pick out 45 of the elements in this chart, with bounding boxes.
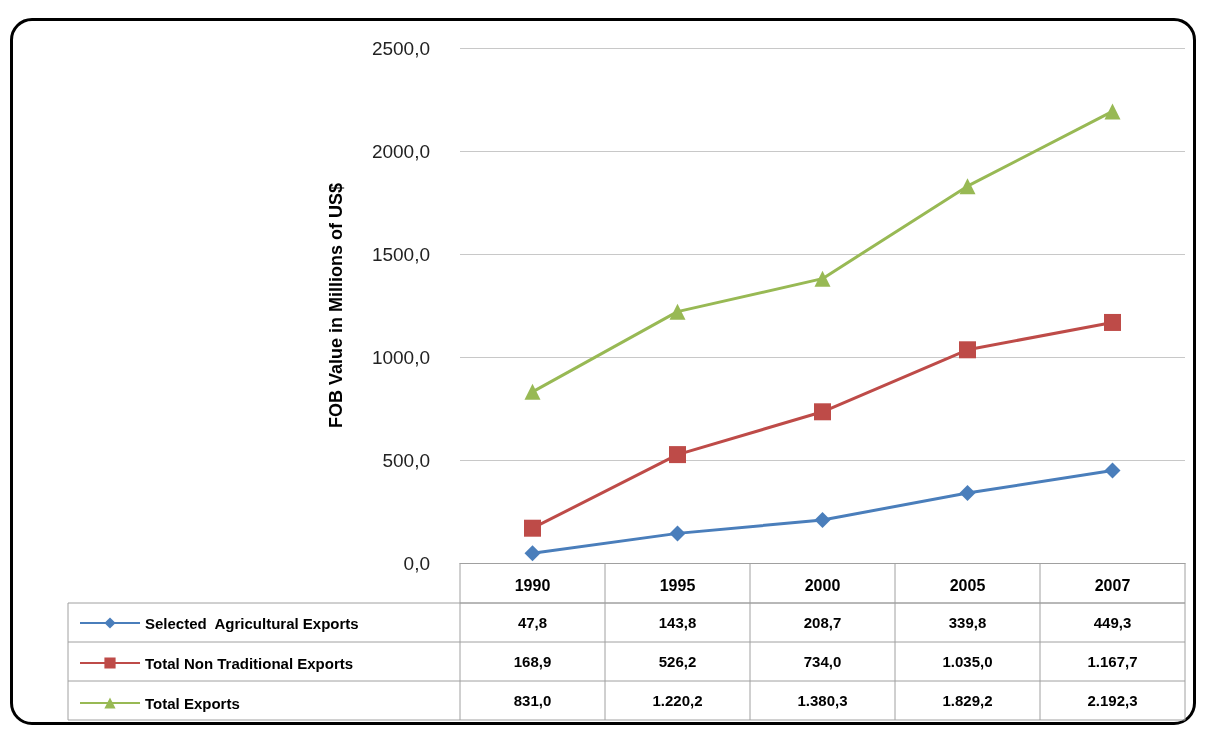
point [1104, 103, 1121, 120]
data-label: 47,8 [517, 614, 548, 631]
y-axis-title: FOB Value in Millions of US$ [326, 182, 346, 429]
y-tick-label: 0,0 [403, 552, 430, 574]
point [959, 178, 976, 195]
data-label: 831,0 [513, 692, 552, 709]
data-label: 1.167,7 [1087, 653, 1138, 670]
data-label: 208,7 [803, 614, 842, 631]
data-label: 1.380,3 [797, 692, 848, 709]
y-tick-label: 500,0 [382, 449, 430, 471]
y-tick-label: 2500,0 [371, 37, 430, 59]
y-tick-label: 1000,0 [371, 346, 430, 368]
point [1104, 313, 1121, 331]
data-label: 168,9 [513, 653, 552, 670]
data-label: 1.035,0 [942, 653, 993, 670]
data-label: 526,2 [658, 653, 697, 670]
x-tick-label: 1990 [514, 576, 551, 594]
point [669, 446, 686, 464]
point [669, 303, 686, 320]
data-label: 2.192,3 [1087, 692, 1138, 709]
point [814, 512, 831, 529]
point [669, 525, 686, 542]
point [814, 270, 831, 287]
x-tick-label: 1995 [659, 576, 696, 594]
point [814, 403, 831, 421]
x-tick-label: 2005 [949, 576, 986, 594]
point [959, 341, 976, 359]
legend-label: Total Exports [145, 694, 240, 712]
data-label: 734,0 [803, 653, 842, 670]
data-label: 1.220,2 [652, 692, 703, 709]
y-tick-label: 1500,0 [371, 243, 430, 265]
x-tick-label: 2000 [804, 576, 841, 594]
y-tick-label: 2000,0 [371, 140, 430, 162]
data-label: 1.829,2 [942, 692, 993, 709]
data-label: 339,8 [948, 614, 987, 631]
legend-label: Total Non Traditional Exports [145, 654, 354, 672]
point [524, 519, 541, 537]
legend-label: Selected Agricultural Exports [145, 614, 359, 632]
point [959, 485, 976, 501]
data-label: 143,8 [658, 614, 697, 631]
point [524, 545, 541, 562]
point [524, 383, 541, 400]
point [1104, 462, 1121, 479]
x-tick-label: 2007 [1094, 576, 1131, 594]
data-label: 449,3 [1093, 614, 1132, 631]
